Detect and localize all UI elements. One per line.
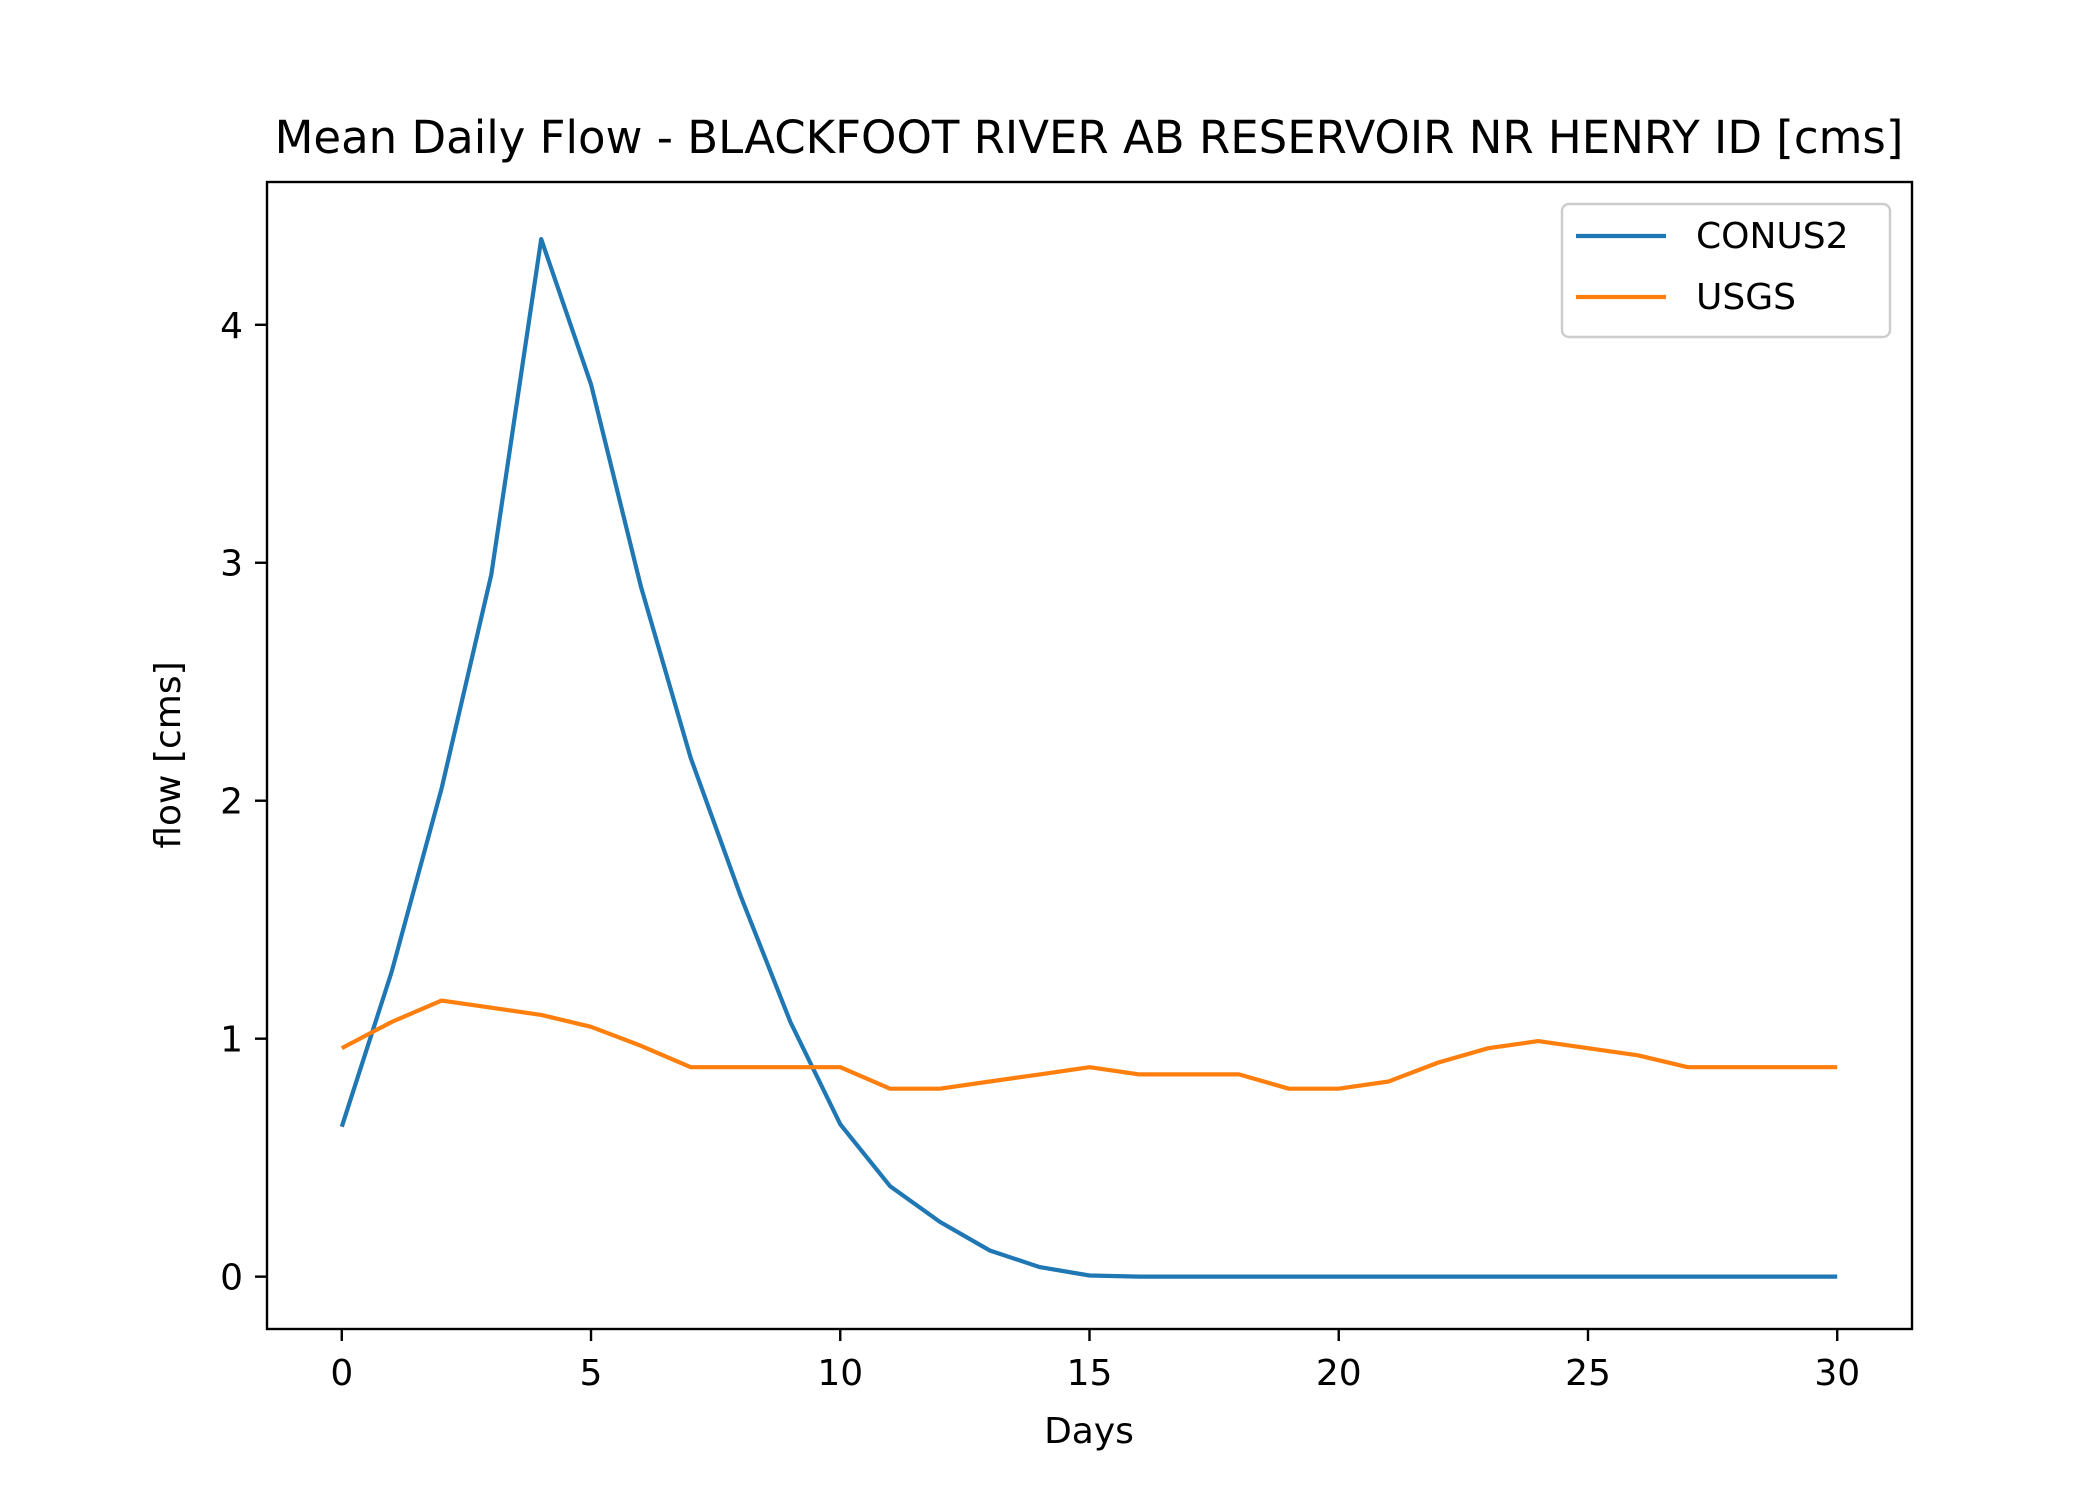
series-line-conus2 (339, 237, 1838, 1279)
legend-label-usgs: USGS (1696, 277, 1796, 318)
y-tick-label: 3 (220, 544, 243, 585)
series-layer (339, 237, 1838, 1279)
chart-title: Mean Daily Flow - BLACKFOOT RIVER AB RES… (275, 111, 1904, 164)
x-tick-label: 15 (1067, 1353, 1113, 1394)
y-axis-ticks: 0 1 2 3 4 (220, 306, 267, 1299)
y-tick-label: 2 (220, 782, 243, 823)
x-tick-label: 5 (580, 1353, 603, 1394)
series-line-usgs (340, 998, 1838, 1091)
x-axis-ticks: 0 5 10 15 20 25 30 (330, 1329, 1860, 1394)
x-tick-label: 25 (1565, 1353, 1611, 1394)
y-tick-label: 0 (220, 1258, 243, 1299)
x-tick-label: 20 (1316, 1353, 1362, 1394)
y-tick-label: 1 (220, 1020, 243, 1061)
x-tick-label: 0 (330, 1353, 353, 1394)
axes-frame (265, 180, 1914, 1331)
legend-label-conus2: CONUS2 (1696, 216, 1849, 257)
x-axis-label: Days (1044, 1411, 1134, 1452)
legend: CONUS2 USGS (1560, 202, 1892, 339)
x-tick-label: 30 (1814, 1353, 1860, 1394)
y-tick-label: 4 (220, 306, 243, 347)
y-axis-label: flow [cms] (148, 661, 189, 848)
x-tick-label: 10 (817, 1353, 863, 1394)
